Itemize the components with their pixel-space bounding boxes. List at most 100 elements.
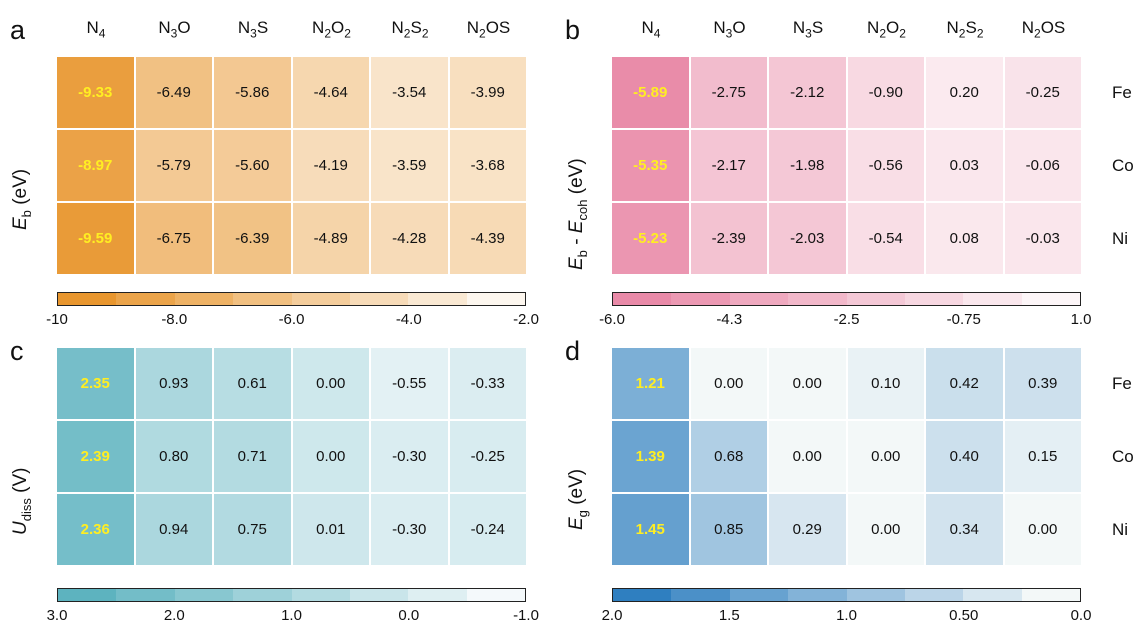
column-label: N2S2 <box>391 18 429 41</box>
heatmap-cell: -3.59 <box>371 130 448 201</box>
heatmap-cell: 0.03 <box>926 130 1003 201</box>
column-label: N2OS <box>466 18 511 41</box>
colorbar-segment <box>788 293 847 305</box>
colorbar-segment <box>904 589 964 601</box>
heatmap-cell: 0.01 <box>292 494 369 565</box>
heatmap-cell: -5.86 <box>214 57 291 128</box>
heatmap-cell: -5.35 <box>612 130 689 201</box>
heatmap-cell: -3.99 <box>449 57 526 128</box>
heatmap-cell: -0.56 <box>847 130 924 201</box>
heatmap-cell: 0.34 <box>926 494 1003 565</box>
colorbar-tick-label: -4.0 <box>395 311 422 328</box>
colorbar <box>612 292 1081 306</box>
colorbar-segment <box>788 589 847 601</box>
colorbar-segment <box>291 589 350 601</box>
colorbar-segment <box>613 589 672 601</box>
heatmap-cell: -4.89 <box>292 203 369 274</box>
colorbar-segment <box>233 589 292 601</box>
colorbar-tick-label: -4.3 <box>716 311 743 328</box>
heatmap-cell: -0.06 <box>1004 130 1081 201</box>
colorbar-tick-label: -1.0 <box>513 607 539 624</box>
heatmap-cell: 0.93 <box>135 348 212 419</box>
heatmap-cell: -2.39 <box>690 203 767 274</box>
column-label: N2O2 <box>312 18 351 41</box>
heatmap-cell: -4.28 <box>371 203 448 274</box>
column-label: N2O2 <box>867 18 906 41</box>
colorbar-segment <box>1021 293 1080 305</box>
heatmap-cell: -0.90 <box>847 57 924 128</box>
heatmap-cell: 0.80 <box>135 421 212 492</box>
heatmap-cell: -5.23 <box>612 203 689 274</box>
heatmap-cell: 0.00 <box>292 348 369 419</box>
heatmap-cell: -0.30 <box>371 421 448 492</box>
heatmap-cell: -0.24 <box>449 494 526 565</box>
y-axis-label: Eg (eV) <box>566 468 590 530</box>
heatmap-cell: 0.42 <box>926 348 1003 419</box>
panel-letter-c: c <box>10 336 24 366</box>
colorbar-tick-label: -6.0 <box>599 311 625 328</box>
colorbar-segment <box>729 293 789 305</box>
heatmap-cell: 0.00 <box>847 494 924 565</box>
heatmap-cell: -3.68 <box>449 130 526 201</box>
colorbar <box>612 588 1081 602</box>
heatmap-cell: 1.21 <box>612 348 689 419</box>
row-label: Co <box>1112 447 1134 466</box>
heatmap-cell: 0.00 <box>847 421 924 492</box>
heatmap-cell: -5.79 <box>135 130 212 201</box>
column-label: N2OS <box>1021 18 1066 41</box>
colorbar-segment <box>408 589 467 601</box>
colorbar-tick-label: 1.0 <box>836 607 857 624</box>
heatmap-cell: -6.75 <box>135 203 212 274</box>
colorbar-tick-label: -10 <box>46 311 68 328</box>
colorbar-tick-label: -6.0 <box>278 311 305 328</box>
colorbar-segment <box>174 589 234 601</box>
heatmap-cell: 2.35 <box>57 348 134 419</box>
heatmap-cell: 0.15 <box>1004 421 1081 492</box>
heatmap-cell: -9.33 <box>57 57 134 128</box>
panel-letter-d: d <box>565 336 581 366</box>
y-axis-label: Udiss (V) <box>10 467 34 535</box>
heatmap-cell: 0.94 <box>135 494 212 565</box>
heatmap-cell: 0.29 <box>769 494 846 565</box>
heatmap-cell: 2.36 <box>57 494 134 565</box>
column-label: N3O <box>713 18 746 41</box>
column-label: N4 <box>641 18 661 41</box>
panel-letter-b: b <box>565 15 581 45</box>
heatmap-cell: 0.75 <box>214 494 291 565</box>
heatmap-cell: -0.55 <box>371 348 448 419</box>
heatmap-cell: -0.25 <box>1004 57 1081 128</box>
colorbar-tick-label: 0.50 <box>949 607 979 624</box>
column-label: N3S <box>792 18 824 41</box>
y-axis-label: Eb - Ecoh (eV) <box>566 158 590 270</box>
heatmap-cell: -2.17 <box>690 130 767 201</box>
heatmap-cell: -0.03 <box>1004 203 1081 274</box>
column-label: N3S <box>237 18 269 41</box>
colorbar-segment <box>174 293 234 305</box>
colorbar-tick-label: -8.0 <box>161 311 188 328</box>
heatmap-cell: -5.89 <box>612 57 689 128</box>
heatmap-cell: -0.54 <box>847 203 924 274</box>
row-label: Fe <box>1112 83 1132 102</box>
colorbar-segment <box>963 589 1022 601</box>
colorbar-segment <box>729 589 789 601</box>
heatmap-cell: -1.98 <box>769 130 846 201</box>
colorbar-segment <box>233 293 292 305</box>
heatmap-cell: -8.97 <box>57 130 134 201</box>
heatmap-cell: 0.00 <box>1004 494 1081 565</box>
colorbar-tick-label: 1.0 <box>281 607 302 624</box>
colorbar-segment <box>116 293 175 305</box>
heatmap-cell: 0.10 <box>847 348 924 419</box>
heatmap-cell: -2.75 <box>690 57 767 128</box>
heatmap-cell: -4.64 <box>292 57 369 128</box>
colorbar-segment <box>466 293 525 305</box>
column-label: N2S2 <box>946 18 984 41</box>
colorbar-tick-label: 0.0 <box>1070 607 1092 624</box>
heatmap-cell: -0.25 <box>449 421 526 492</box>
heatmap-cell: -9.59 <box>57 203 134 274</box>
colorbar-segment <box>1021 589 1080 601</box>
colorbar-segment <box>466 589 525 601</box>
colorbar <box>57 588 526 602</box>
heatmap-cell: 2.39 <box>57 421 134 492</box>
row-label: Co <box>1112 156 1134 175</box>
colorbar-tick-label: 1.0 <box>1070 311 1092 328</box>
